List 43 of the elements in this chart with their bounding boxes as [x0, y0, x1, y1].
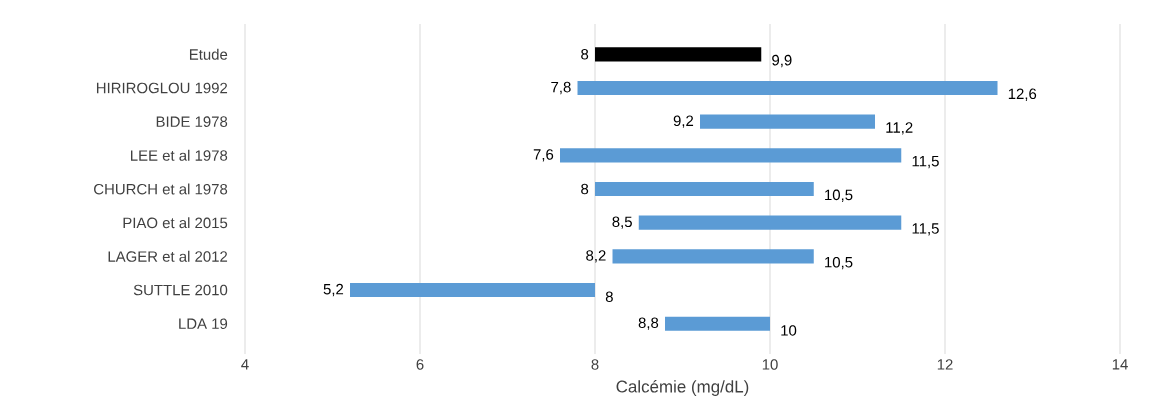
x-axis-title: Calcémie (mg/dL): [616, 379, 749, 396]
annotation: 8: [605, 291, 613, 303]
y-tick-label: LDA 19: [179, 318, 228, 329]
annotation: 12,6: [1008, 88, 1037, 101]
y-tick-label: PIAO et al 2015: [123, 217, 228, 229]
annotation: 11,2: [886, 122, 913, 135]
annotation: 10,5: [825, 256, 853, 270]
bar: [595, 181, 814, 197]
bar: [665, 316, 771, 331]
y-tick-label: SUTTLE 2010: [133, 284, 228, 296]
x-tick-label: 14: [1112, 359, 1128, 370]
annotation: 5,2: [323, 283, 344, 297]
bar: [638, 215, 902, 230]
bar: [577, 80, 998, 96]
annotation: 10: [781, 325, 797, 336]
annotation: 8: [581, 183, 589, 195]
annotation: 11,5: [912, 223, 939, 236]
y-tick-label: Etude: [189, 48, 228, 60]
annotation: 7,8: [551, 81, 571, 95]
x-tick-label: 12: [937, 359, 953, 370]
y-tick-label: LAGER et al 2012: [108, 250, 228, 262]
y-tick-label: CHURCH et al 1978: [94, 183, 228, 195]
annotation: 9,2: [673, 115, 694, 128]
bar: [350, 282, 596, 298]
annotation: 10,5: [825, 189, 853, 202]
annotation: 8,2: [586, 250, 606, 263]
bar: [595, 47, 762, 62]
y-tick-label: LEE et al 1978: [131, 149, 228, 161]
bar: [560, 148, 902, 163]
annotation: 8,8: [638, 317, 659, 330]
annotation: 8,5: [612, 216, 632, 229]
annotation: 11,5: [912, 155, 939, 169]
annotation: 9,9: [772, 54, 792, 68]
x-tick-label: 10: [762, 359, 778, 370]
bar: [612, 249, 814, 264]
annotation: 7,6: [533, 149, 554, 162]
y-tick-label: BIDE 1978: [156, 116, 228, 127]
bar: [700, 114, 876, 129]
annotation: 8: [581, 49, 589, 60]
y-tick-label: HIRIROGLOU 1992: [96, 82, 228, 94]
x-tick-label: 4: [241, 359, 249, 370]
x-tick-label: 8: [591, 359, 599, 370]
x-tick-label: 6: [416, 359, 424, 370]
